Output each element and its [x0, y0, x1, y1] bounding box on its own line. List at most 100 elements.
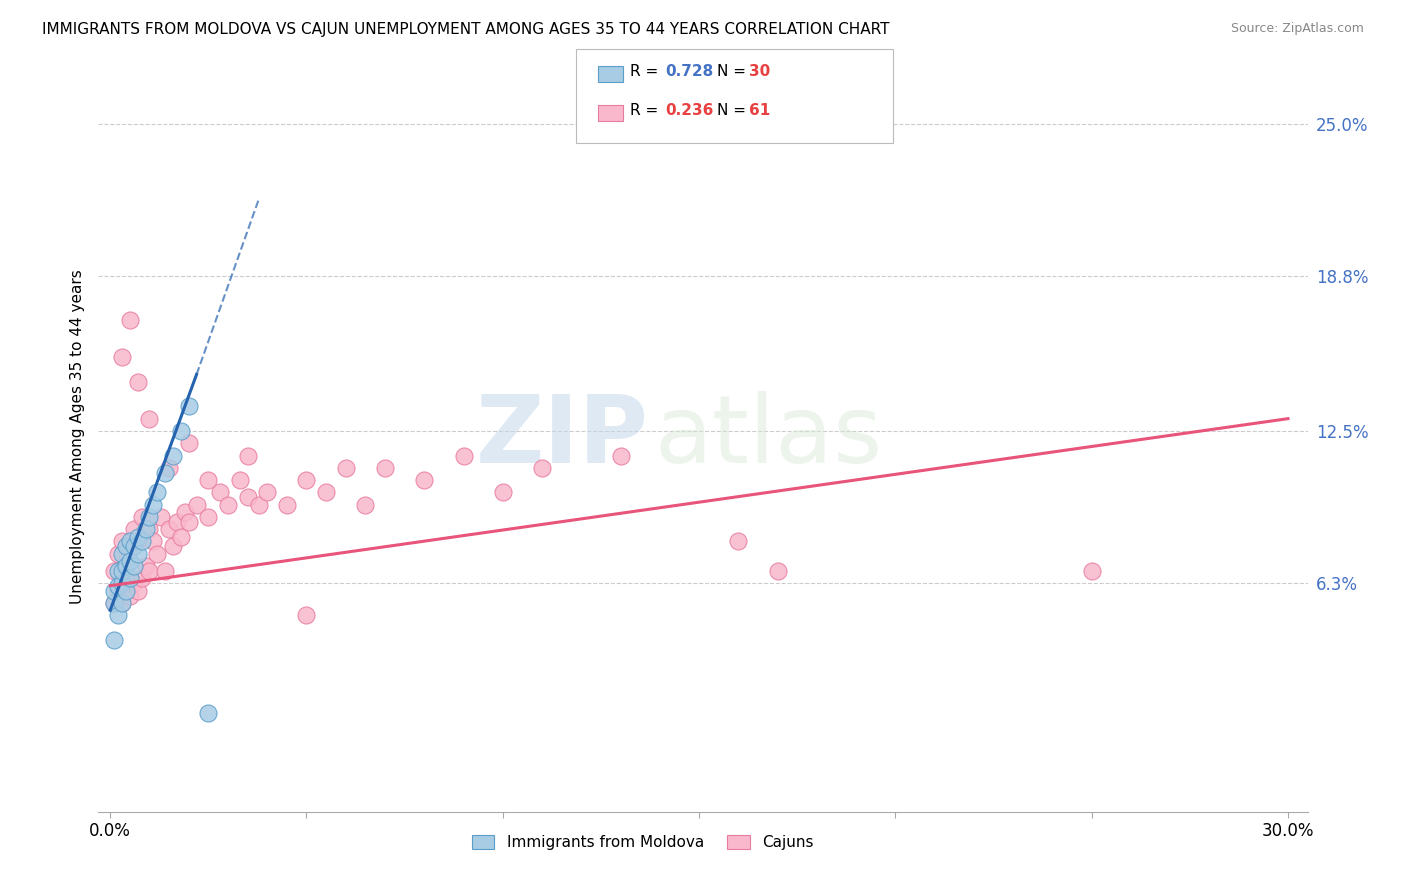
Point [107, 579, 129, 593]
Text: 0.728: 0.728 [665, 64, 713, 78]
Text: ZIP: ZIP [475, 391, 648, 483]
Point [170, 424, 193, 438]
Point [186, 498, 208, 512]
Point [111, 576, 134, 591]
Point [111, 547, 134, 561]
Point [127, 583, 149, 598]
Point [177, 515, 200, 529]
Point [118, 571, 141, 585]
Point [247, 498, 270, 512]
Point [236, 490, 259, 504]
Point [146, 485, 169, 500]
Text: R =: R = [630, 103, 664, 118]
Point [157, 460, 180, 475]
Point [131, 571, 153, 585]
Point [127, 530, 149, 544]
Point [153, 466, 176, 480]
Point [295, 608, 318, 623]
Point [295, 473, 318, 487]
Point [276, 498, 298, 512]
Point [118, 554, 141, 568]
Point [453, 449, 475, 463]
Point [1080, 564, 1102, 578]
Point [111, 596, 134, 610]
Point [142, 534, 165, 549]
Point [531, 460, 554, 475]
Text: IMMIGRANTS FROM MOLDOVA VS CAJUN UNEMPLOYMENT AMONG AGES 35 TO 44 YEARS CORRELAT: IMMIGRANTS FROM MOLDOVA VS CAJUN UNEMPLO… [42, 22, 890, 37]
Point [127, 547, 149, 561]
Point [177, 436, 200, 450]
Point [766, 564, 789, 578]
Point [107, 547, 129, 561]
Point [150, 510, 173, 524]
Point [122, 522, 145, 536]
Point [170, 530, 193, 544]
Point [122, 540, 145, 554]
Point [107, 564, 129, 578]
Point [413, 473, 436, 487]
Point [118, 589, 141, 603]
Point [135, 522, 157, 536]
Point [727, 534, 749, 549]
Point [229, 473, 252, 487]
Point [609, 449, 631, 463]
Text: N =: N = [717, 103, 751, 118]
Point [236, 449, 259, 463]
Point [217, 498, 239, 512]
Point [111, 576, 134, 591]
Point [146, 547, 169, 561]
Point [209, 485, 232, 500]
Point [135, 559, 157, 574]
Point [166, 515, 188, 529]
Point [138, 564, 160, 578]
Point [118, 313, 141, 327]
Point [492, 485, 515, 500]
Text: N =: N = [717, 64, 751, 78]
Point [153, 564, 176, 578]
Text: atlas: atlas [655, 391, 883, 483]
Point [115, 583, 138, 598]
Point [122, 576, 145, 591]
Point [197, 473, 219, 487]
Legend: Immigrants from Moldova, Cajuns: Immigrants from Moldova, Cajuns [465, 830, 820, 856]
Point [118, 540, 141, 554]
Y-axis label: Unemployment Among Ages 35 to 44 years: Unemployment Among Ages 35 to 44 years [69, 269, 84, 605]
Text: 30: 30 [749, 64, 770, 78]
Point [142, 498, 165, 512]
Point [115, 554, 138, 568]
Point [115, 559, 138, 574]
Point [162, 540, 184, 554]
Point [354, 498, 377, 512]
Point [107, 608, 129, 623]
Point [177, 400, 200, 414]
Point [115, 583, 138, 598]
Point [173, 505, 195, 519]
Point [107, 583, 129, 598]
Point [131, 534, 153, 549]
Point [256, 485, 278, 500]
Point [157, 522, 180, 536]
Point [197, 510, 219, 524]
Point [197, 706, 219, 721]
Point [374, 460, 396, 475]
Point [127, 375, 149, 389]
Point [111, 534, 134, 549]
Point [111, 350, 134, 364]
Point [103, 583, 125, 598]
Point [122, 559, 145, 574]
Point [103, 596, 125, 610]
Point [138, 522, 160, 536]
Point [131, 510, 153, 524]
Point [138, 510, 160, 524]
Point [111, 564, 134, 578]
Text: 0.236: 0.236 [665, 103, 713, 118]
Point [103, 632, 125, 647]
Text: Source: ZipAtlas.com: Source: ZipAtlas.com [1230, 22, 1364, 36]
Point [103, 596, 125, 610]
Point [115, 540, 138, 554]
Point [103, 564, 125, 578]
Point [127, 534, 149, 549]
Point [118, 534, 141, 549]
Point [315, 485, 337, 500]
Point [162, 449, 184, 463]
